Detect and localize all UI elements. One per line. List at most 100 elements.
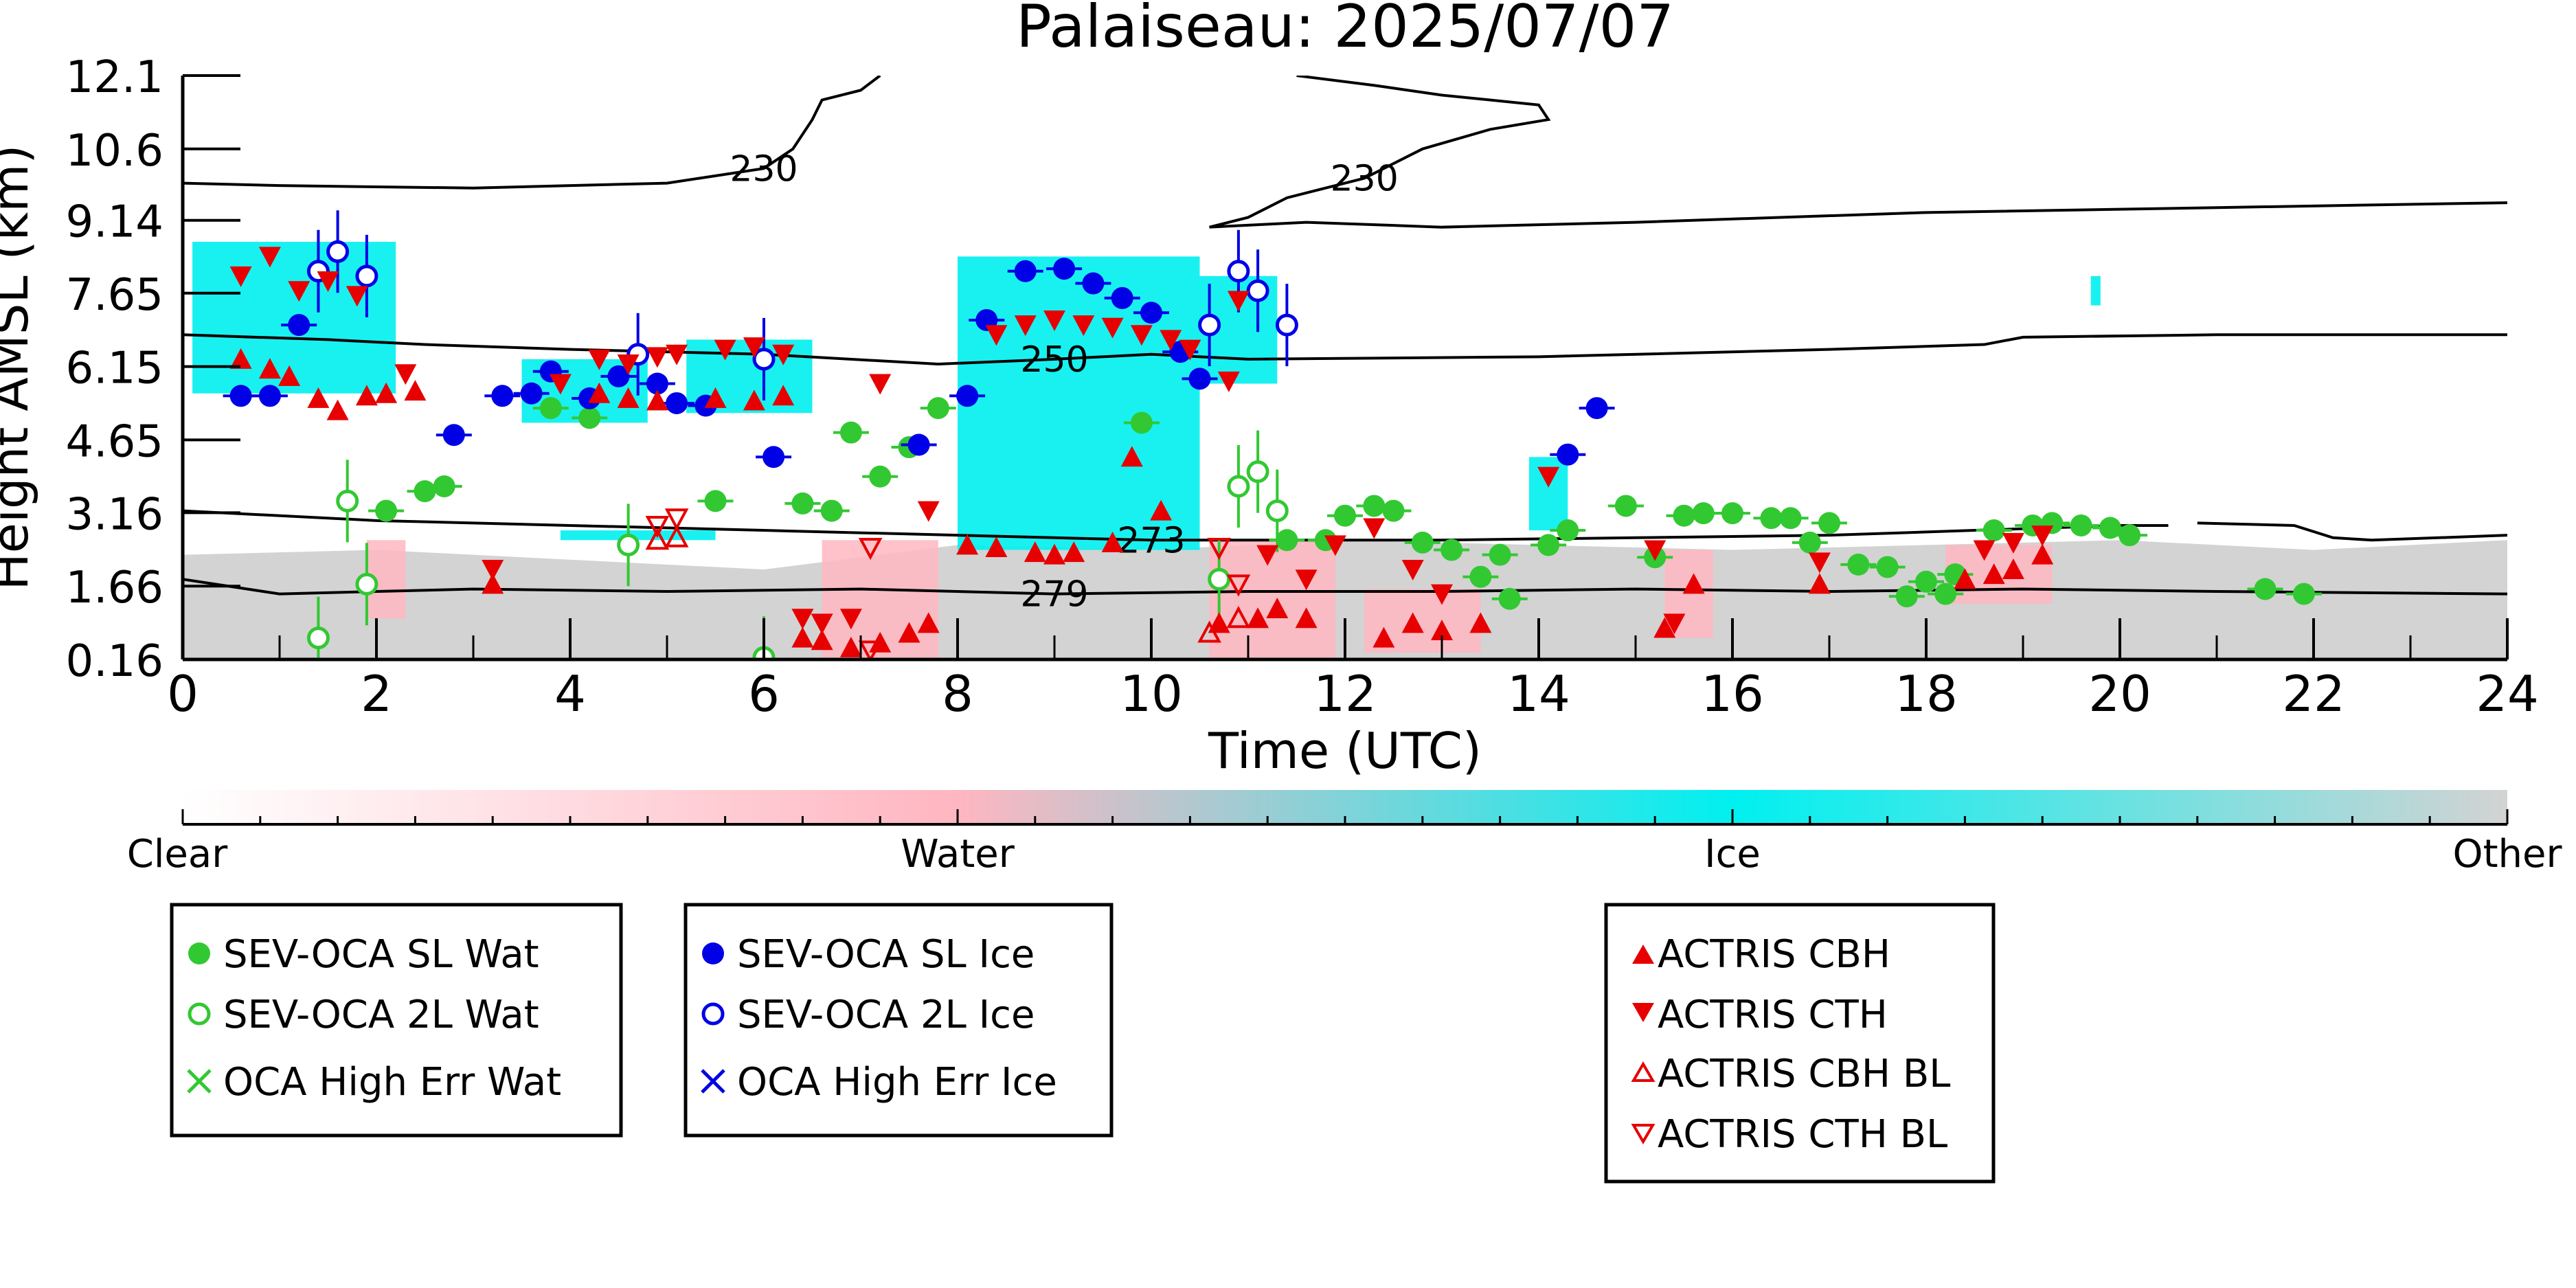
point-actris-cbh <box>1982 563 2005 585</box>
point-actris-cth <box>1014 315 1037 337</box>
point-sev-oca-sl-wat <box>1915 570 1937 593</box>
point-actris-cth <box>1401 560 1424 581</box>
point-sev-oca-sl-wat <box>1673 504 1695 527</box>
point-actris-cbh-bl <box>1197 620 1221 643</box>
point-sev-oca-sl-wat <box>2254 578 2276 600</box>
point-actris-cbh <box>1120 446 1143 467</box>
point-sev-oca-sl-wat <box>1721 502 1743 525</box>
point-actris-cth <box>1160 330 1182 351</box>
legend-label-cbh-bl: ACTRIS CBH BL <box>1658 1052 1950 1096</box>
data-marks <box>223 210 2322 659</box>
legend-label-sl-ice: SEV-OCA SL Ice <box>737 932 1035 977</box>
point-actris-cbh <box>404 380 427 401</box>
point-sev-oca-sl-ice <box>666 392 688 414</box>
point-actris-cbh <box>1469 612 1492 633</box>
x-ticks: 0 2 4 6 8 10 12 14 16 18 20 22 24 <box>167 618 2539 723</box>
point-actris-cbh <box>1150 499 1173 521</box>
point-actris-cbh-bl <box>645 528 670 550</box>
point-actris-cbh <box>898 622 920 643</box>
point-actris-cbh <box>229 348 252 369</box>
point-actris-cth <box>588 349 611 370</box>
point-sev-oca-2l-wat <box>1246 460 1269 484</box>
point-sev-oca-sl-wat <box>869 465 892 488</box>
point-sev-oca-sl-wat <box>1537 534 1560 556</box>
point-actris-cth <box>714 339 736 361</box>
point-sev-oca-sl-ice <box>956 385 979 407</box>
contour-label: 279 <box>1020 574 1088 615</box>
point-actris-cbh <box>1808 573 1831 594</box>
legend-marker-cbh-bl <box>1631 1061 1656 1082</box>
y-tick-label: 1.66 <box>66 563 164 613</box>
point-sev-oca-sl-wat <box>1934 583 1957 605</box>
point-sev-oca-2l-wat <box>1208 567 1231 591</box>
point-actris-cth <box>666 344 688 365</box>
point-sev-oca-sl-wat <box>1614 495 1637 517</box>
x-tick-label: 6 <box>748 665 780 723</box>
y-tick-label: 7.65 <box>66 270 164 321</box>
point-actris-cth <box>839 609 862 630</box>
point-sev-oca-sl-ice <box>1188 368 1211 390</box>
point-sev-oca-sl-wat <box>1692 502 1715 525</box>
y-axis-label: Height AMSL (km) <box>0 145 39 591</box>
x-tick-label: 2 <box>361 665 392 723</box>
point-sev-oca-sl-ice <box>288 314 310 337</box>
point-actris-cth <box>394 364 417 385</box>
point-sev-oca-sl-wat <box>1982 519 2005 542</box>
point-actris-cbh <box>1431 619 1453 640</box>
point-sev-oca-sl-wat <box>578 407 601 429</box>
point-actris-cth-bl <box>664 508 689 531</box>
point-actris-cth <box>346 286 368 307</box>
point-actris-cbh <box>704 387 727 408</box>
point-sev-oca-2l-ice <box>326 240 350 263</box>
point-sev-oca-sl-wat <box>433 475 455 497</box>
legend-label-cth-bl: ACTRIS CTH BL <box>1658 1112 1947 1157</box>
point-actris-cth <box>549 374 572 395</box>
point-sev-oca-2l-wat <box>336 489 359 512</box>
point-sev-oca-sl-ice <box>1585 397 1608 420</box>
legend-marker-sl-ice <box>702 942 724 964</box>
point-sev-oca-sl-wat <box>1847 553 1870 576</box>
x-tick-label: 0 <box>167 665 199 723</box>
y-ticks: 0.16 1.66 3.16 4.65 6.15 7.65 9.14 10.6 12.1 <box>66 52 240 687</box>
point-sev-oca-sl-wat <box>1469 565 1492 588</box>
point-actris-cth <box>1663 613 1686 635</box>
point-sev-oca-2l-ice <box>1246 279 1269 302</box>
legend-label-higherr-ice: OCA High Err Ice <box>737 1060 1057 1105</box>
point-sev-oca-sl-ice <box>520 382 543 405</box>
point-sev-oca-sl-wat <box>1818 512 1840 534</box>
point-actris-cbh <box>1101 531 1124 552</box>
point-sev-oca-sl-wat <box>2119 524 2141 547</box>
legend-label-higherr-wat: OCA High Err Wat <box>223 1060 561 1105</box>
point-sev-oca-sl-ice <box>1014 260 1037 282</box>
point-actris-cth <box>1808 552 1831 574</box>
point-actris-cth <box>617 354 640 376</box>
point-actris-cbh <box>307 387 330 408</box>
point-sev-oca-2l-ice <box>1198 313 1221 337</box>
legend-label-cth: ACTRIS CTH <box>1658 993 1888 1037</box>
y-tick-label: 10.6 <box>66 126 164 177</box>
shading-ice <box>560 530 716 541</box>
point-sev-oca-2l-wat <box>1265 499 1289 523</box>
colorbar-label-water: Water <box>901 832 1015 877</box>
x-tick-label: 16 <box>1701 665 1764 723</box>
point-actris-cbh <box>1401 612 1424 633</box>
point-sev-oca-sl-ice <box>1053 258 1076 280</box>
point-sev-oca-2l-ice <box>1275 313 1298 337</box>
legend-marker-higherr-ice <box>701 1069 725 1094</box>
point-sev-oca-2l-ice <box>752 348 776 371</box>
point-actris-cth <box>1644 540 1667 561</box>
point-sev-oca-sl-wat <box>1382 499 1405 522</box>
point-sev-oca-sl-wat <box>820 499 843 522</box>
x-tick-label: 8 <box>942 665 973 723</box>
point-actris-cbh <box>956 534 979 555</box>
point-sev-oca-sl-wat <box>1498 587 1521 610</box>
point-actris-cth <box>1537 466 1560 488</box>
point-actris-cbh <box>743 389 765 411</box>
colorbar-ticks <box>181 809 2509 824</box>
legend-water: SEV-OCA SL Wat SEV-OCA 2L Wat OCA High E… <box>170 903 623 1138</box>
cloud-type-shading <box>183 242 2507 659</box>
colorbar-label-clear: Clear <box>127 832 228 877</box>
x-tick-label: 14 <box>1507 665 1570 723</box>
colorbar-label-other: Other <box>2452 832 2562 877</box>
point-actris-cbh <box>2002 558 2024 580</box>
